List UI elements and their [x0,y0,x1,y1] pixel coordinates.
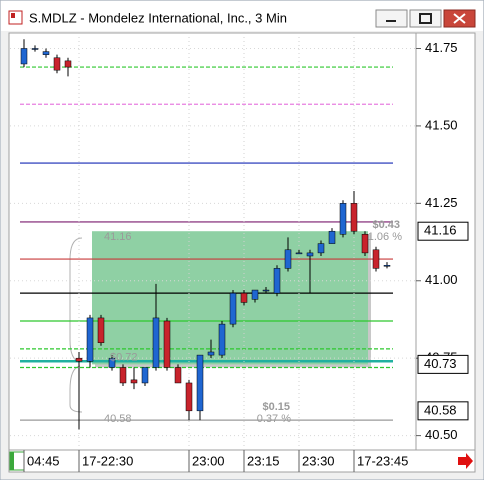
annotation: 40.58 [104,413,132,425]
candle-body [196,354,204,412]
y-tick-label: 41.00 [425,272,458,287]
x-tick-label: 04:45 [27,453,60,468]
y-tick-label: 41.50 [425,117,458,132]
y-tick-label: 40.50 [425,427,458,442]
scroll-right-arrow[interactable] [458,453,473,469]
candle-body [108,357,116,368]
scroll-indicator-fill [10,452,14,470]
candle-body [31,48,39,50]
candle-body [53,57,61,71]
candle-body [317,243,325,254]
y-tick-label: 41.25 [425,195,458,210]
candle-body [185,382,193,412]
range-bracket [69,237,83,413]
candle-body [383,265,391,267]
annotation: $0.15 [262,401,290,413]
candle-body [86,317,94,362]
annotation: 41.16 [104,231,132,243]
annotation: 1.06 % [368,231,402,243]
candle-body [218,323,226,356]
candle-body [339,203,347,235]
x-tick-label: 23:30 [302,453,335,468]
x-tick-label: 23:15 [247,453,280,468]
x-tick-label: 17-22:30 [82,453,133,468]
candle-body [119,367,127,384]
candle-body [240,292,248,303]
price-tag-box [417,354,469,374]
candle-body [20,48,28,65]
candle-body [273,268,281,294]
price-tag-box [417,221,469,241]
y-tick-label: 41.75 [425,40,458,55]
price-tag: 41.16 [424,223,457,238]
app-icon [8,10,23,25]
candle-body [372,249,380,269]
x-tick-label: 23:00 [192,453,225,468]
candle-body [130,379,138,384]
candle-body [174,367,182,384]
annotation: $0.43 [372,219,400,231]
close-button[interactable] [443,9,476,28]
maximize-button[interactable] [409,9,442,28]
candle-body [152,317,160,368]
plot: 40.5040.7541.0041.2541.5041.7504:4517-22… [10,33,469,472]
candle-body [295,252,303,255]
annotation: 0.37 % [257,413,291,425]
app-icon-part [11,13,15,18]
candle-body [361,234,369,254]
price-tag: 40.73 [424,356,457,371]
candle-body [64,60,72,68]
candle-body [229,292,237,325]
candle-body [251,289,259,300]
candle-body [42,51,50,55]
candle-body [75,357,83,362]
price-tag-box [417,401,469,421]
time-axis [8,449,476,473]
price-tag: 40.58 [424,402,457,417]
candle-body [262,289,270,292]
annotation: $0.72 [110,351,138,363]
candle-body [328,230,336,244]
candle-body [306,252,314,257]
x-tick-label: 17-23:45 [357,453,408,468]
candle-body [97,317,105,343]
minimize-button[interactable] [375,9,408,28]
candle-body [141,367,149,384]
candle-body [350,203,358,232]
candle-body [163,320,171,368]
window-title: S.MDLZ - Mondelez International, Inc., 3… [29,10,287,25]
candle-body [284,249,292,269]
candle-body [207,351,215,356]
